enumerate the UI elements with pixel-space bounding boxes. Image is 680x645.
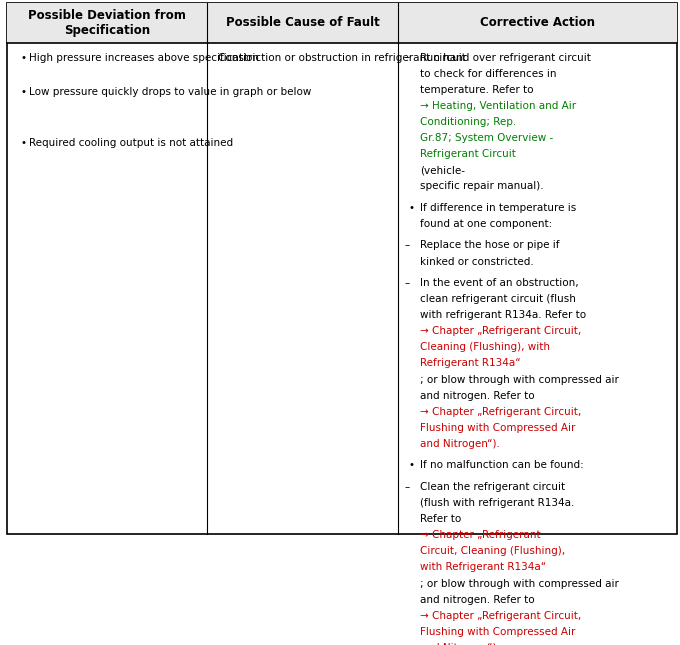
Text: Refrigerant R134a“: Refrigerant R134a“ [420, 359, 521, 368]
Text: temperature. Refer to: temperature. Refer to [420, 84, 534, 95]
Text: clean refrigerant circuit (flush: clean refrigerant circuit (flush [420, 294, 576, 304]
Bar [7, 3, 677, 43]
Text: Replace the hose or pipe if: Replace the hose or pipe if [420, 241, 560, 250]
Text: kinked or constricted.: kinked or constricted. [420, 257, 534, 266]
Text: •: • [20, 88, 27, 97]
Text: with refrigerant R134a. Refer to: with refrigerant R134a. Refer to [420, 310, 586, 320]
Text: Cleaning (Flushing), with: Cleaning (Flushing), with [420, 342, 550, 352]
Text: to check for differences in: to check for differences in [420, 69, 557, 79]
Text: Flushing with Compressed Air: Flushing with Compressed Air [420, 423, 575, 433]
Text: with Refrigerant R134a“: with Refrigerant R134a“ [420, 562, 546, 572]
Text: Gr.87; System Overview -: Gr.87; System Overview - [420, 133, 554, 143]
Text: Flushing with Compressed Air: Flushing with Compressed Air [420, 627, 575, 637]
Text: ; or blow through with compressed air: ; or blow through with compressed air [420, 579, 619, 588]
Text: and Nitrogen“).: and Nitrogen“). [420, 643, 500, 645]
Text: Refrigerant Circuit: Refrigerant Circuit [420, 149, 516, 159]
Text: (vehicle-: (vehicle- [420, 165, 465, 175]
Text: •: • [408, 461, 414, 470]
Text: (flush with refrigerant R134a.: (flush with refrigerant R134a. [420, 498, 575, 508]
Text: –: – [405, 241, 410, 250]
Text: Run hand over refrigerant circuit: Run hand over refrigerant circuit [420, 53, 591, 63]
Text: Low pressure quickly drops to value in graph or below: Low pressure quickly drops to value in g… [29, 88, 311, 97]
Text: ; or blow through with compressed air: ; or blow through with compressed air [420, 375, 619, 384]
Text: –: – [405, 482, 410, 492]
Text: and nitrogen. Refer to: and nitrogen. Refer to [420, 595, 535, 604]
Text: –: – [405, 278, 410, 288]
Text: → Chapter „Refrigerant Circuit,: → Chapter „Refrigerant Circuit, [420, 611, 581, 620]
Text: High pressure increases above specification: High pressure increases above specificat… [29, 53, 258, 63]
Text: → Chapter „Refrigerant Circuit,: → Chapter „Refrigerant Circuit, [420, 326, 581, 336]
Text: Circuit, Cleaning (Flushing),: Circuit, Cleaning (Flushing), [420, 546, 565, 557]
Text: Refer to: Refer to [420, 514, 462, 524]
Text: specific repair manual).: specific repair manual). [420, 181, 544, 192]
Text: If no malfunction can be found:: If no malfunction can be found: [420, 461, 584, 470]
Text: Possible Deviation from
Specification: Possible Deviation from Specification [28, 9, 186, 37]
Text: Conditioning; Rep.: Conditioning; Rep. [420, 117, 517, 127]
Text: Corrective Action: Corrective Action [479, 16, 595, 29]
Text: Constriction or obstruction in refrigerant circuit: Constriction or obstruction in refrigera… [218, 53, 466, 63]
Text: → Heating, Ventilation and Air: → Heating, Ventilation and Air [420, 101, 577, 111]
Text: If difference in temperature is: If difference in temperature is [420, 203, 577, 213]
Text: and nitrogen. Refer to: and nitrogen. Refer to [420, 391, 535, 401]
Text: –: – [405, 53, 410, 63]
Text: → Chapter „Refrigerant Circuit,: → Chapter „Refrigerant Circuit, [420, 407, 581, 417]
Text: Required cooling output is not attained: Required cooling output is not attained [29, 139, 233, 148]
Text: → Chapter „Refrigerant: → Chapter „Refrigerant [420, 530, 541, 541]
Text: •: • [20, 139, 27, 148]
Text: and Nitrogen“).: and Nitrogen“). [420, 439, 500, 449]
Text: Clean the refrigerant circuit: Clean the refrigerant circuit [420, 482, 565, 492]
Text: Possible Cause of Fault: Possible Cause of Fault [226, 16, 379, 29]
Text: •: • [20, 53, 27, 63]
Text: In the event of an obstruction,: In the event of an obstruction, [420, 278, 579, 288]
Text: •: • [408, 203, 414, 213]
Text: found at one component:: found at one component: [420, 219, 552, 229]
